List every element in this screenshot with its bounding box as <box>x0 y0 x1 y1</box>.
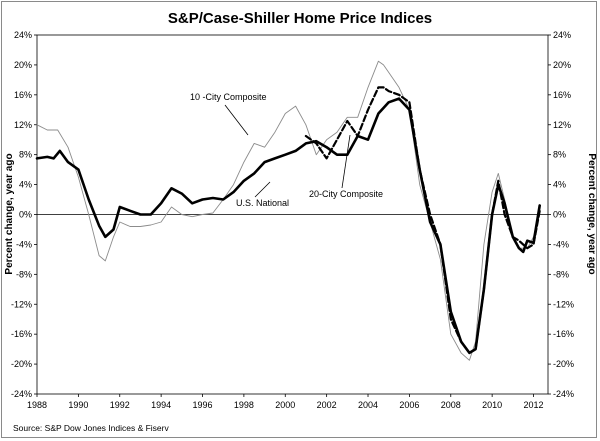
y-tick-label-right: -24% <box>553 389 574 399</box>
y-tick-label-left: 20% <box>14 60 32 70</box>
y-tick-label-right: 12% <box>553 120 571 130</box>
series-line-10-city-composite <box>36 60 541 361</box>
x-tick-label: 2000 <box>275 400 295 410</box>
y-axis-label-left: Percent change, year ago <box>4 153 15 274</box>
y-tick-label-right: -16% <box>553 329 574 339</box>
y-tick-label-left: -20% <box>11 359 32 369</box>
y-tick-label-right: 4% <box>553 180 566 190</box>
y-tick-label-left: -16% <box>11 329 32 339</box>
x-tick-label: 2008 <box>441 400 461 410</box>
x-axis: 1988 1990 1992 1994 1996 1998 2000 2002 2004 2006… <box>27 394 544 410</box>
y-tick-label-left: 16% <box>14 90 32 100</box>
y-tick-label-right: 20% <box>553 60 571 70</box>
x-tick-label: 2002 <box>317 400 337 410</box>
annotation-national-pointer <box>254 181 271 198</box>
y-tick-label-left: -4% <box>16 239 32 249</box>
y-tick-label-right: -4% <box>553 239 569 249</box>
x-tick-label: 1992 <box>110 400 130 410</box>
y-tick-label-left: -12% <box>11 299 32 309</box>
y-tick-label-right: 24% <box>553 30 571 40</box>
x-tick-label: 2010 <box>482 400 502 410</box>
x-tick-label: 1990 <box>68 400 88 410</box>
y-tick-label-right: -20% <box>553 359 574 369</box>
x-tick-label: 1988 <box>27 400 47 410</box>
x-tick-label: 2006 <box>399 400 419 410</box>
chart-title: S&P/Case-Shiller Home Price Indices <box>168 10 432 27</box>
series-line-20-city-composite <box>304 86 541 354</box>
source-note: Source: S&P Dow Jones Indices & Fiserv <box>13 423 169 433</box>
y-tick-label-left: 24% <box>14 30 32 40</box>
series-line-u-s-national <box>35 97 542 355</box>
x-tick-label: 2012 <box>524 400 544 410</box>
y-tick-label-right: 16% <box>553 90 571 100</box>
y-tick-label-left: 8% <box>19 150 32 160</box>
y-axis-label-right: Percent change, year ago <box>586 153 597 274</box>
y-axis-right: 24% 20% 16% 12% 8% 4% 0% -4% -8% -12% -16% -20% -24% <box>548 30 574 399</box>
annotation-20-city: 20-City Composite <box>309 189 383 199</box>
x-tick-label: 1994 <box>151 400 171 410</box>
annotation-national: U.S. National <box>236 198 289 208</box>
annotation-10-city: 10 -City Composite <box>190 92 267 102</box>
y-tick-label-left: 4% <box>19 180 32 190</box>
y-tick-label-left: 12% <box>14 120 32 130</box>
y-tick-label-left: -8% <box>16 269 32 279</box>
y-tick-label-left: 0% <box>19 210 32 220</box>
y-tick-label-left: -24% <box>11 389 32 399</box>
y-tick-label-right: 0% <box>553 210 566 220</box>
x-tick-label: 1996 <box>192 400 212 410</box>
y-axis-left: 24% 20% 16% 12% 8% 4% 0% -4% -8% -12% -16% -20% -24% <box>11 30 37 399</box>
series-layer <box>35 60 542 361</box>
x-tick-label: 2004 <box>358 400 378 410</box>
x-tick-label: 1998 <box>234 400 254 410</box>
y-tick-label-right: 8% <box>553 150 566 160</box>
annotation-20-city-pointer <box>341 134 351 189</box>
annotation-10-city-pointer <box>224 104 249 136</box>
y-tick-label-right: -8% <box>553 269 569 279</box>
y-tick-label-right: -12% <box>553 299 574 309</box>
